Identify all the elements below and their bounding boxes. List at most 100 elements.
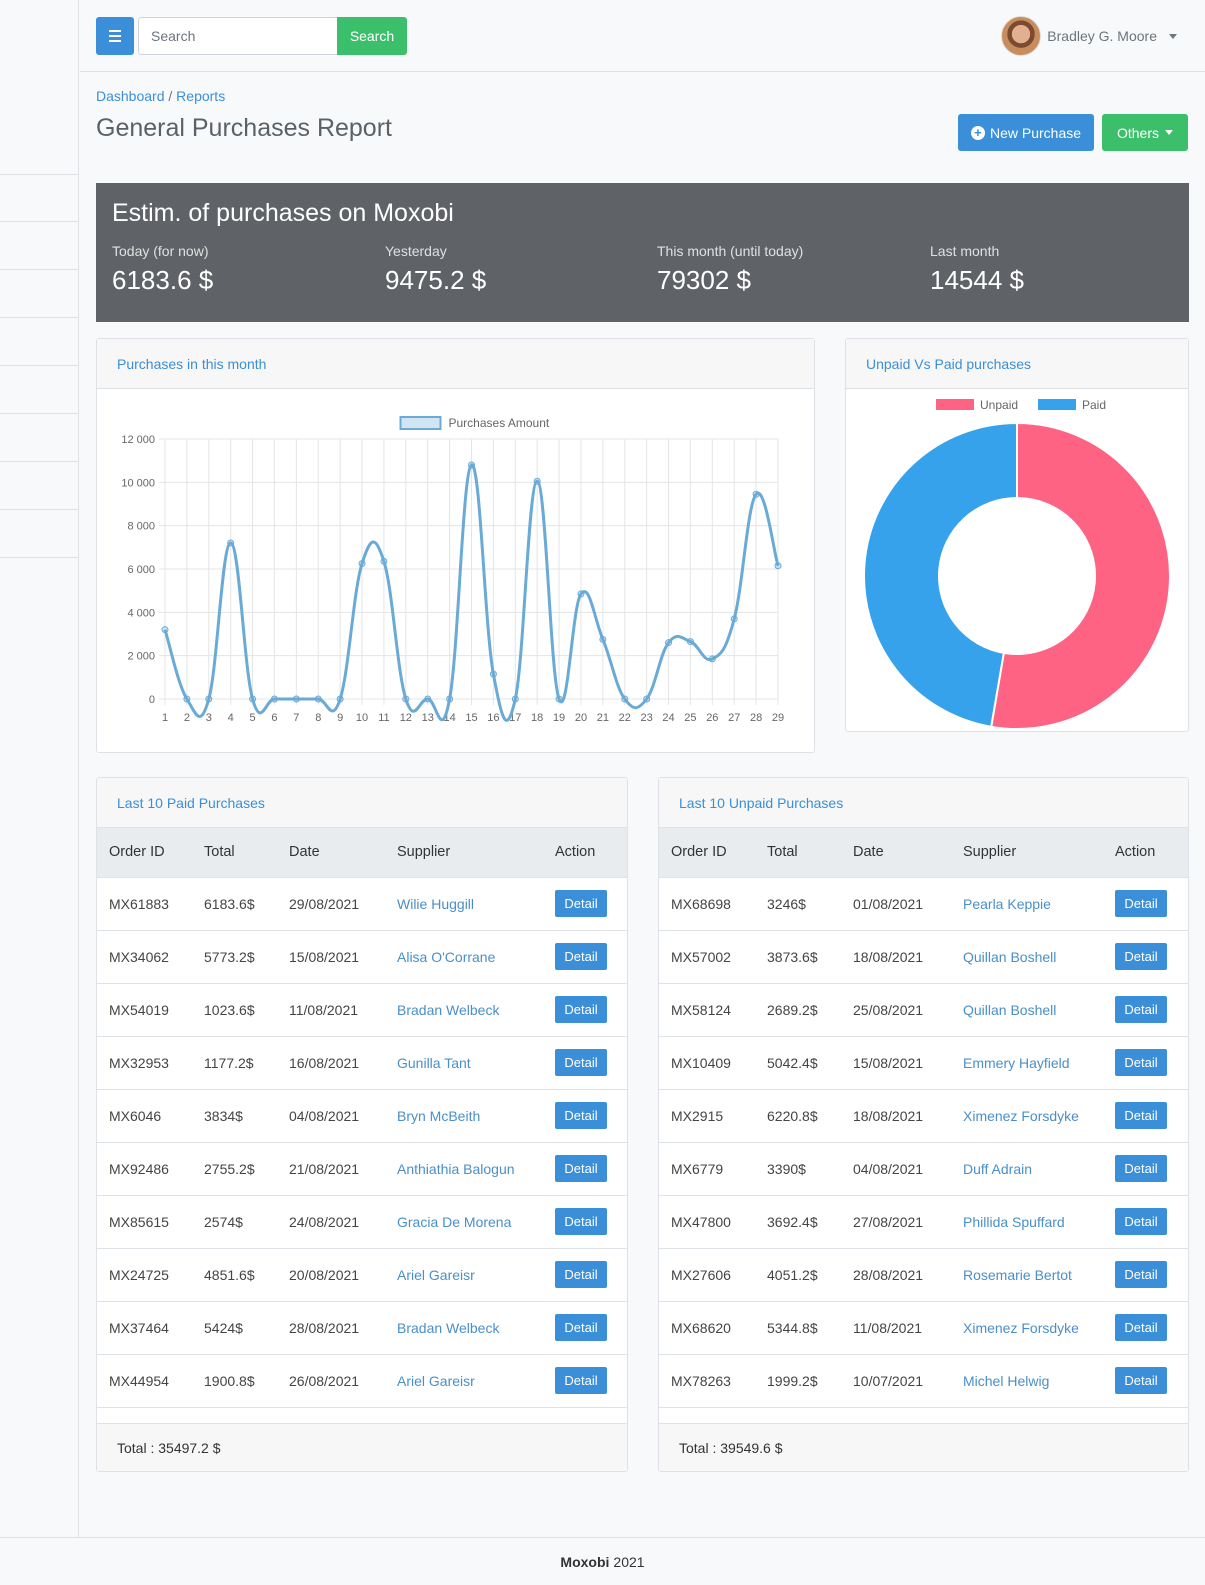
data-point[interactable] — [249, 695, 257, 703]
legend-swatch[interactable] — [936, 399, 974, 410]
detail-button[interactable]: Detail — [1115, 890, 1167, 917]
data-point[interactable] — [643, 695, 651, 703]
table-row: MX6046 3834$ 04/08/2021 Bryn McBeith Detail — [97, 1089, 627, 1142]
detail-button[interactable]: Detail — [1115, 1367, 1167, 1394]
supplier-link[interactable]: Gracia De Morena — [397, 1213, 512, 1230]
legend-swatch[interactable] — [1038, 399, 1076, 410]
data-point[interactable] — [161, 626, 169, 634]
supplier-link[interactable]: Emmery Hayfield — [963, 1054, 1070, 1071]
others-dropdown-button[interactable]: Others — [1102, 114, 1188, 151]
data-point[interactable] — [577, 590, 585, 598]
supplier-link[interactable]: Anthiathia Balogun — [397, 1160, 515, 1177]
total-cell: 1999.2$ — [767, 1372, 818, 1389]
data-point[interactable] — [555, 695, 563, 703]
supplier-link[interactable]: Ximenez Forsdyke — [963, 1107, 1079, 1124]
supplier-link[interactable]: Pearla Keppie — [963, 895, 1051, 912]
data-point[interactable] — [708, 655, 716, 663]
breadcrumb-current[interactable]: Reports — [176, 88, 226, 104]
data-point[interactable] — [621, 695, 629, 703]
detail-button[interactable]: Detail — [1115, 1155, 1167, 1182]
detail-button[interactable]: Detail — [1115, 943, 1167, 970]
supplier-link[interactable]: Quillan Boshell — [963, 1001, 1057, 1018]
supplier-link[interactable]: Ariel Gareisr — [397, 1266, 475, 1283]
data-point[interactable] — [665, 639, 673, 647]
detail-button[interactable]: Detail — [555, 943, 607, 970]
supplier-link[interactable]: Wilie Huggill — [397, 895, 475, 912]
data-point[interactable] — [511, 695, 519, 703]
user-menu[interactable]: Bradley G. Moore — [1001, 15, 1177, 57]
breadcrumb-home-link[interactable]: Dashboard — [96, 88, 165, 104]
data-point[interactable] — [468, 461, 475, 469]
detail-button[interactable]: Detail — [555, 996, 607, 1023]
new-purchase-button[interactable]: + New Purchase — [958, 114, 1094, 151]
supplier-link[interactable]: Quillan Boshell — [963, 948, 1057, 965]
data-point[interactable] — [402, 695, 410, 703]
data-point[interactable] — [599, 635, 607, 643]
detail-button[interactable]: Detail — [555, 1155, 607, 1182]
legend-label[interactable]: Paid — [1082, 398, 1106, 412]
supplier-link[interactable]: Michel Helwig — [963, 1372, 1050, 1389]
detail-button[interactable]: Detail — [1115, 1314, 1167, 1341]
column-header: Supplier — [385, 828, 543, 878]
data-point[interactable] — [314, 695, 322, 703]
supplier-link[interactable]: Phillida Spuffard — [963, 1213, 1065, 1230]
detail-button[interactable]: Detail — [555, 890, 607, 917]
data-point[interactable] — [336, 695, 344, 703]
order-id-cell: MX37464 — [109, 1319, 169, 1336]
data-point[interactable] — [270, 695, 278, 703]
data-point[interactable] — [183, 695, 191, 703]
data-point[interactable] — [205, 695, 213, 703]
y-tick-label: 6 000 — [127, 564, 155, 576]
data-point[interactable] — [424, 695, 432, 703]
detail-button[interactable]: Detail — [555, 1102, 607, 1129]
data-point[interactable] — [533, 477, 541, 485]
search-button[interactable]: Search — [337, 17, 407, 55]
date-cell: 16/08/2021 — [289, 1054, 360, 1071]
detail-button[interactable]: Detail — [1115, 1208, 1167, 1235]
search-input[interactable] — [138, 17, 338, 55]
supplier-link[interactable]: Duff Adrain — [963, 1160, 1033, 1177]
supplier-link[interactable]: Ariel Gareisr — [397, 1372, 475, 1389]
supplier-link[interactable]: Gunilla Tant — [397, 1054, 471, 1071]
data-point[interactable] — [774, 562, 782, 570]
x-tick-label: 25 — [684, 712, 696, 724]
menu-toggle-button[interactable] — [96, 17, 134, 55]
data-point[interactable] — [686, 638, 694, 646]
data-point[interactable] — [227, 539, 235, 547]
action-cell: Detail — [1103, 1142, 1188, 1195]
action-cell: Detail — [1103, 1248, 1188, 1301]
paid-unpaid-card: Unpaid Vs Paid purchases Unpaid Paid — [845, 338, 1189, 732]
data-point[interactable] — [292, 695, 300, 703]
column-header: Order ID — [659, 828, 755, 878]
supplier-link[interactable]: Bradan Welbeck — [397, 1319, 500, 1336]
legend-swatch[interactable] — [399, 416, 442, 430]
data-point[interactable] — [446, 695, 454, 703]
x-tick-label: 18 — [531, 712, 543, 724]
legend-label[interactable]: Unpaid — [980, 398, 1018, 412]
data-point[interactable] — [358, 560, 366, 568]
data-point[interactable] — [730, 615, 738, 623]
data-point[interactable] — [380, 557, 388, 565]
supplier-link[interactable]: Ximenez Forsdyke — [963, 1319, 1079, 1336]
detail-button[interactable]: Detail — [555, 1261, 607, 1288]
supplier-link[interactable]: Bradan Welbeck — [397, 1001, 500, 1018]
donut-slice-unpaid[interactable] — [990, 421, 1171, 730]
detail-button[interactable]: Detail — [555, 1367, 607, 1394]
data-point[interactable] — [489, 670, 497, 678]
detail-button[interactable]: Detail — [555, 1049, 607, 1076]
legend-label[interactable]: Purchases Amount — [449, 416, 550, 430]
sidebar-divider — [0, 221, 79, 222]
donut-slice-paid[interactable] — [863, 421, 1018, 728]
detail-button[interactable]: Detail — [555, 1208, 607, 1235]
data-point[interactable] — [752, 490, 760, 498]
detail-button[interactable]: Detail — [555, 1314, 607, 1341]
supplier-link[interactable]: Bryn McBeith — [397, 1107, 481, 1124]
detail-button[interactable]: Detail — [1115, 1102, 1167, 1129]
detail-button[interactable]: Detail — [1115, 1261, 1167, 1288]
detail-button[interactable]: Detail — [1115, 1049, 1167, 1076]
table-row: MX24725 4851.6$ 20/08/2021 Ariel Gareisr Det… — [97, 1248, 627, 1301]
supplier-link[interactable]: Alisa O'Corrane — [397, 948, 496, 965]
detail-button[interactable]: Detail — [1115, 996, 1167, 1023]
supplier-link[interactable]: Rosemarie Bertot — [963, 1266, 1072, 1283]
x-tick-label: 11 — [378, 712, 389, 724]
